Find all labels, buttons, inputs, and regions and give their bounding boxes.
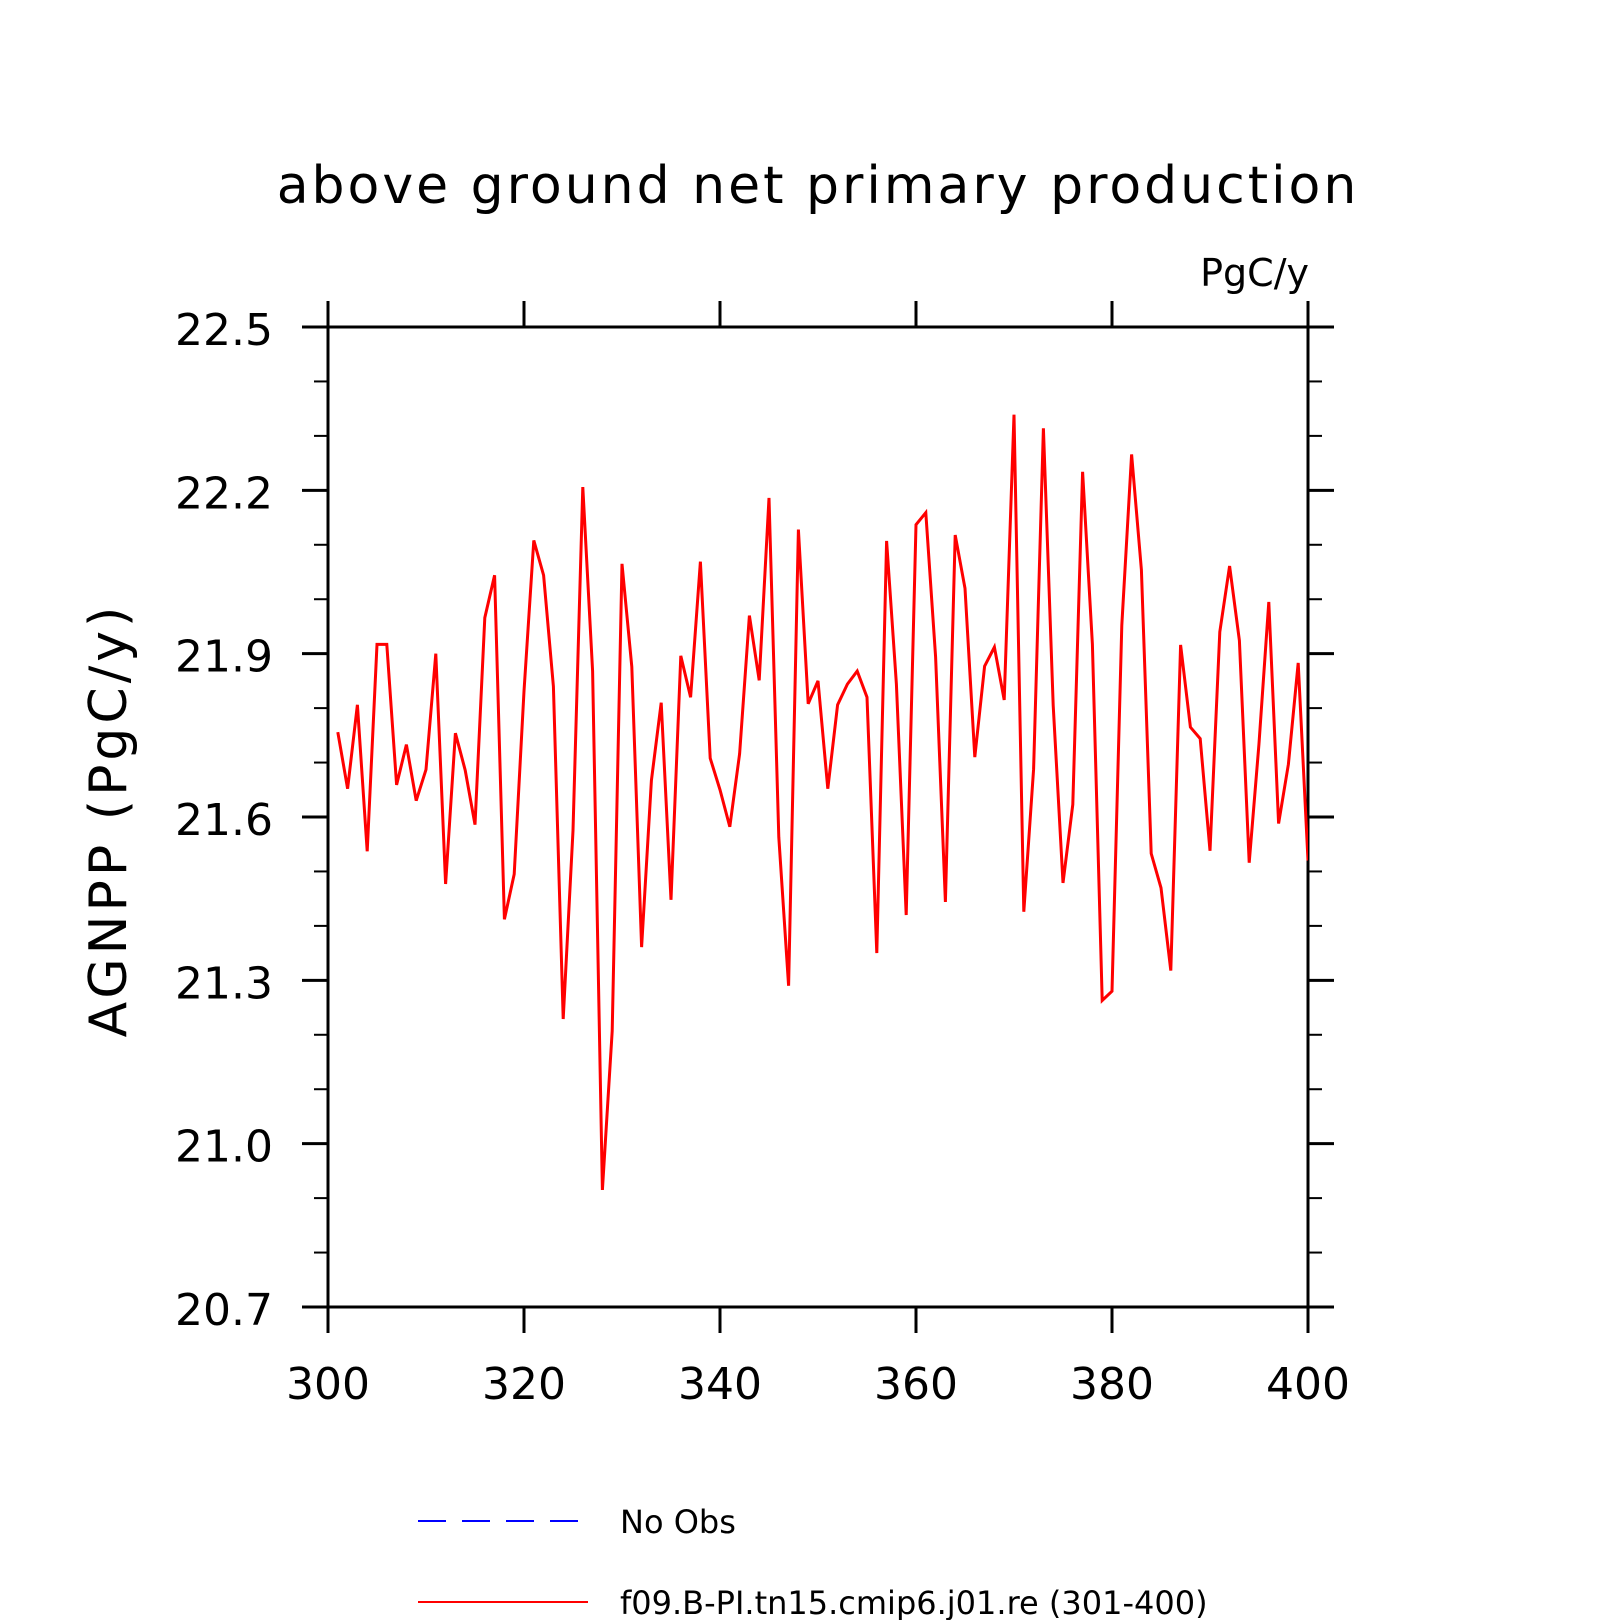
y-tick-label: 21.0 [175,1122,273,1173]
x-tick-label: 340 [678,1359,762,1410]
y-tick-label: 21.3 [175,958,273,1009]
chart-title: above ground net primary production [277,156,1360,216]
y-axis-label: AGNPP (PgC/y) [79,603,139,1038]
x-tick-label: 400 [1266,1359,1350,1410]
y-tick-label: 21.9 [175,632,273,683]
x-tick-label: 320 [482,1359,566,1410]
units-label: PgC/y [1200,251,1309,295]
legend-label: f09.B-PI.tn15.cmip6.j01.re (301-400) [620,1584,1208,1620]
series-line [336,414,1308,1191]
x-tick-label: 380 [1070,1359,1154,1410]
y-tick-label: 21.6 [175,795,273,846]
y-tick-label: 20.7 [175,1285,273,1336]
y-tick-label: 22.2 [175,468,273,519]
y-tick-label: 22.5 [175,305,273,356]
x-tick-label: 360 [874,1359,958,1410]
x-tick-label: 300 [286,1359,370,1410]
legend-label: No Obs [620,1503,736,1541]
